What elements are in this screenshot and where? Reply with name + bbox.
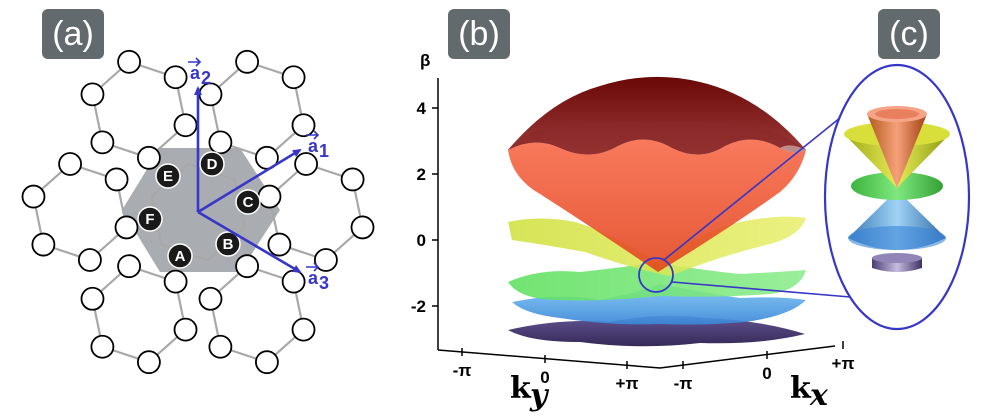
vector-a3-arrow: [197, 210, 302, 274]
lattice-site: [78, 248, 102, 272]
lattice-site: [291, 317, 316, 342]
site-E: E: [155, 163, 181, 189]
site-label-A: A: [175, 248, 186, 265]
dirac-point-highlight: [638, 257, 674, 293]
lattice-site: [294, 152, 318, 176]
lattice-site: [291, 113, 316, 138]
zoom-connector-bottom: [671, 281, 863, 299]
site-label-D: D: [207, 156, 218, 173]
lattice-site: [163, 269, 188, 294]
beta-tick-label: 4: [417, 99, 427, 118]
band-3: [508, 216, 806, 276]
site-C: C: [235, 189, 261, 215]
svg-text:2: 2: [201, 68, 211, 88]
ky-axis-label: k y: [510, 371, 550, 413]
lattice-site: [208, 334, 233, 359]
site-F: F: [137, 206, 163, 232]
lattice-site: [340, 167, 365, 192]
beta-tick-label: 2: [417, 165, 426, 184]
beta-axis-label: β: [420, 51, 430, 70]
svg-text:y: y: [529, 378, 550, 413]
beta-tick-label: 0: [417, 231, 426, 250]
lattice-site: [21, 184, 46, 209]
vector-a1-label: a 1: [306, 130, 329, 161]
lattice-site: [173, 317, 198, 342]
ky-ticks: -π 0 +π: [453, 348, 639, 393]
site-label-E: E: [163, 168, 173, 185]
ky-tick-label: -π: [453, 361, 472, 380]
site-label-F: F: [145, 211, 154, 228]
panel-b-label: (b): [448, 9, 510, 59]
band-4: [508, 262, 806, 301]
beta-tick-label: -2: [411, 297, 426, 316]
lattice-site: [173, 113, 198, 138]
ky-tick-label: +π: [616, 374, 639, 393]
zoom-band-orange: [867, 109, 927, 188]
lattice-site: [80, 286, 105, 311]
site-label-C: C: [243, 194, 254, 211]
ky-tick-label: 0: [540, 368, 549, 387]
vector-a3-label: a 3: [306, 262, 329, 293]
lattice-sites: [21, 49, 375, 375]
kx-tick-label: -π: [674, 374, 693, 393]
svg-text:k: k: [510, 371, 532, 406]
lattice-site: [314, 248, 338, 272]
site-D: D: [199, 151, 225, 177]
lattice-site: [281, 65, 306, 90]
lattice-site: [137, 350, 161, 375]
band-1-underside: [508, 120, 806, 155]
lattice-site: [117, 49, 141, 74]
site-B: B: [215, 231, 241, 257]
band-2: [508, 139, 806, 272]
lattice-site: [137, 145, 161, 170]
panel-c-label: (c): [878, 9, 940, 59]
kx-axis: [659, 345, 836, 369]
lattice-site: [208, 130, 233, 155]
svg-text:1: 1: [319, 141, 329, 161]
svg-text:a: a: [190, 63, 201, 83]
kx-axis-label: k x: [790, 371, 829, 413]
ky-axis: [437, 349, 661, 369]
lattice-site: [281, 269, 306, 294]
site-A: A: [167, 243, 193, 269]
kx-ticks: -π 0 +π: [674, 341, 855, 393]
lattice-site: [90, 130, 115, 155]
lattice-site: [104, 167, 129, 192]
band-structure-plot: β 4 2 0 -2 -π 0 +π -π 0 +π k y k x: [411, 51, 863, 413]
lattice-site: [114, 215, 139, 240]
kx-tick-label: +π: [832, 354, 855, 373]
svg-text:3: 3: [319, 273, 329, 293]
panel-a-label: (a): [42, 9, 104, 59]
lattice-diagram: A B C D E F a 2 a: [21, 49, 375, 375]
lattice-site: [90, 334, 115, 359]
site-label-B: B: [223, 236, 234, 253]
lattice-site: [163, 65, 188, 90]
vector-a1-arrow: [197, 148, 302, 214]
svg-text:a: a: [308, 136, 319, 156]
lattice-site: [198, 286, 223, 311]
lattice-site: [257, 184, 282, 209]
dirac-cone-zoom: [823, 63, 971, 331]
beta-ticks: 4 2 0 -2: [411, 99, 438, 316]
lattice-site: [58, 152, 82, 176]
lattice-site: [235, 49, 259, 74]
lattice-site: [117, 254, 141, 279]
band-5: [512, 284, 806, 325]
svg-text:k: k: [790, 371, 812, 406]
lattice-site: [267, 232, 292, 257]
svg-text:a: a: [308, 268, 319, 288]
vector-a2-label: a 2: [188, 57, 211, 88]
zoom-connector-top: [663, 104, 857, 261]
lattice-site: [31, 232, 56, 257]
svg-text:x: x: [809, 378, 829, 413]
lattice-site: [235, 254, 259, 279]
lattice-site: [255, 350, 279, 375]
kx-tick-label: 0: [762, 364, 771, 383]
band-6: [508, 315, 805, 347]
lattice-site: [350, 215, 375, 240]
lattice-site: [80, 82, 105, 107]
